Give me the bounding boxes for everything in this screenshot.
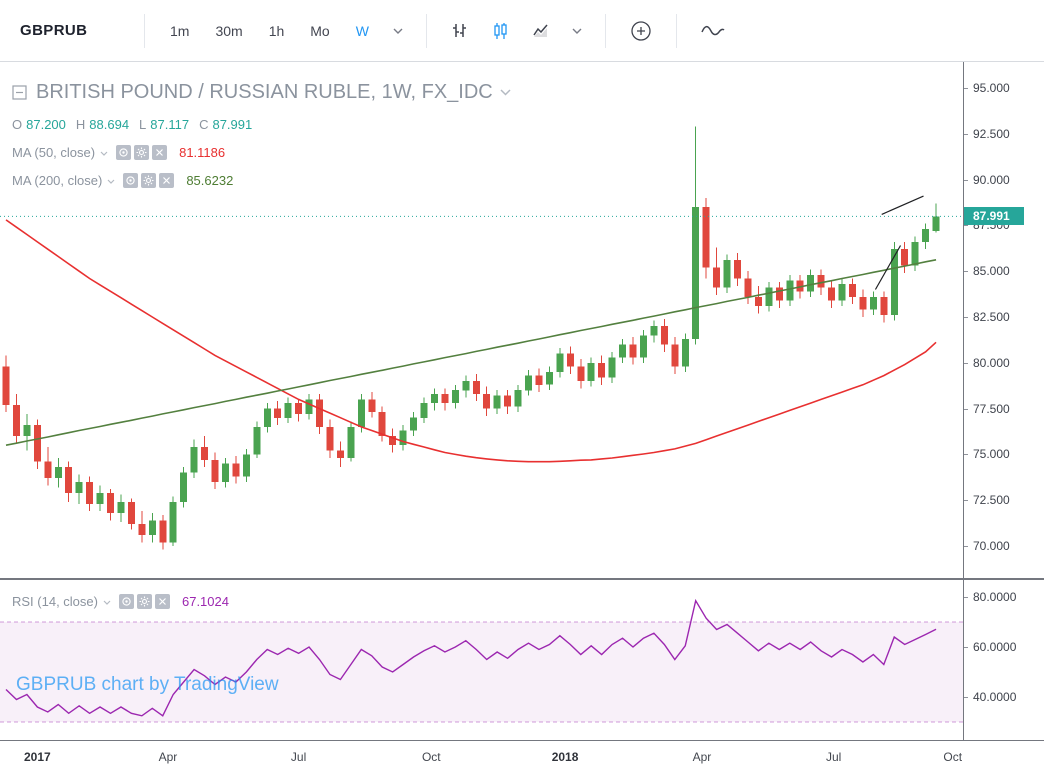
open-label: O — [12, 116, 23, 132]
chevron-down-icon[interactable] — [100, 151, 108, 156]
rsi-value: 67.1024 — [181, 593, 229, 609]
eye-icon[interactable] — [118, 593, 134, 609]
chart-style-menu-chevron-icon[interactable] — [561, 22, 593, 40]
rsi-row: RSI (14, close) 67.1024 — [12, 592, 229, 610]
main-chart-canvas[interactable] — [0, 62, 963, 578]
compare-add-icon[interactable] — [618, 13, 664, 49]
indicators-wave-icon[interactable] — [689, 17, 737, 45]
symbol-title: BRITISH POUND / RUSSIAN RUBLE, 1W, FX_ID… — [36, 80, 493, 103]
pane-separator[interactable] — [0, 578, 1044, 580]
rsi-label: RSI (14, close) — [12, 593, 98, 609]
close-icon[interactable] — [152, 144, 168, 160]
gear-icon[interactable] — [136, 593, 152, 609]
rsi-axis[interactable]: 80.0000 60.0000 40.0000 — [964, 580, 1044, 740]
price-tick: 92.500 — [964, 126, 1010, 142]
ohlc-row: O 87.200 H 88.694 L 87.117 C 87.991 — [12, 115, 511, 133]
trend-annotations[interactable] — [874, 195, 924, 290]
price-axis[interactable]: 87.991 95.000 92.500 90.000 87.500 85.000 82.… — [964, 62, 1044, 578]
chart-style-area-icon[interactable] — [521, 16, 561, 46]
interval-w-button[interactable]: W — [343, 17, 382, 45]
chart-style-bars-icon[interactable] — [439, 16, 481, 46]
time-tick: 2017 — [23, 750, 51, 764]
ma50-row: MA (50, close) 81.1186 — [12, 143, 511, 161]
price-tick: 70.000 — [964, 538, 1010, 554]
legend-collapse-icon[interactable] — [12, 84, 27, 100]
interval-1h-button[interactable]: 1h — [256, 17, 298, 45]
time-tick: Oct — [943, 750, 963, 764]
open-value: 87.200 — [26, 116, 66, 132]
chart-toolbar: GBPRUB 1m 30m 1h Mo W — [0, 0, 1044, 62]
ma50-line[interactable] — [5, 219, 937, 463]
eye-icon[interactable] — [123, 172, 139, 188]
low-label: L — [139, 116, 147, 132]
symbol-name[interactable]: GBPRUB — [20, 22, 88, 39]
chevron-down-icon[interactable] — [107, 179, 115, 184]
close-icon[interactable] — [159, 172, 175, 188]
chevron-down-icon[interactable] — [103, 600, 111, 605]
rsi-band — [0, 622, 963, 722]
toolbar-divider — [144, 13, 145, 48]
price-tick: 72.500 — [964, 492, 1010, 508]
rsi-line[interactable] — [5, 598, 937, 717]
tradingview-watermark-link[interactable]: GBPRUB chart by TradingView — [16, 674, 279, 695]
main-legend: BRITISH POUND / RUSSIAN RUBLE, 1W, FX_ID… — [12, 80, 511, 199]
time-tick: Apr — [158, 750, 178, 764]
ma200-row: MA (200, close) 85.6232 — [12, 171, 511, 189]
chart-style-candles-icon[interactable] — [481, 16, 521, 46]
interval-1m-button[interactable]: 1m — [157, 17, 202, 45]
price-tick: 82.500 — [964, 309, 1010, 325]
rsi-tick: 60.0000 — [964, 639, 1016, 655]
price-tick: 85.000 — [964, 263, 1010, 279]
axis-border — [963, 62, 964, 741]
pane-separator — [0, 740, 1044, 741]
toolbar-divider — [425, 13, 427, 48]
close-label: C — [199, 116, 209, 132]
time-tick: Apr — [692, 750, 712, 764]
last-price-label: 87.991 — [964, 207, 1024, 226]
price-tick: 90.000 — [964, 172, 1010, 188]
candles-series — [2, 126, 940, 550]
ma200-line[interactable] — [5, 259, 937, 446]
ma50-label: MA (50, close) — [12, 144, 96, 160]
gear-icon[interactable] — [141, 172, 157, 188]
close-value: 87.991 — [212, 116, 253, 132]
interval-30m-button[interactable]: 30m — [202, 17, 255, 45]
price-tick: 95.000 — [964, 80, 1010, 96]
ma200-label: MA (200, close) — [12, 172, 103, 188]
ma50-value: 81.1186 — [179, 144, 226, 160]
ma200-value: 85.6232 — [186, 172, 234, 188]
price-tick: 77.500 — [964, 401, 1010, 417]
rsi-canvas[interactable] — [0, 580, 963, 740]
time-tick: 2018 — [551, 750, 579, 764]
eye-icon[interactable] — [116, 144, 132, 160]
interval-menu-chevron-icon[interactable] — [382, 22, 414, 40]
symbol-search[interactable]: GBPRUB — [0, 22, 132, 39]
time-tick: Oct — [421, 750, 441, 764]
low-value: 87.117 — [150, 116, 190, 132]
price-tick: 75.000 — [964, 446, 1010, 462]
interval-mo-button[interactable]: Mo — [297, 17, 342, 45]
rsi-pane[interactable]: RSI (14, close) 67.1024 GBPRUB chart by … — [0, 580, 963, 740]
price-tick: 80.000 — [964, 355, 1010, 371]
rsi-tick: 40.0000 — [964, 689, 1016, 705]
rsi-tick: 80.0000 — [964, 589, 1016, 605]
toolbar-divider — [604, 13, 606, 48]
close-icon[interactable] — [154, 593, 170, 609]
time-axis[interactable]: 2017 Apr Jul Oct 2018 Apr Jul Oct — [0, 741, 963, 774]
gear-icon[interactable] — [134, 144, 150, 160]
main-chart-pane[interactable]: BRITISH POUND / RUSSIAN RUBLE, 1W, FX_ID… — [0, 62, 963, 578]
time-tick: Jul — [825, 750, 842, 764]
toolbar-divider — [675, 13, 677, 48]
legend-chevron-icon[interactable] — [500, 88, 511, 96]
high-label: H — [75, 116, 86, 132]
time-tick: Jul — [290, 750, 307, 764]
high-value: 88.694 — [89, 116, 130, 132]
